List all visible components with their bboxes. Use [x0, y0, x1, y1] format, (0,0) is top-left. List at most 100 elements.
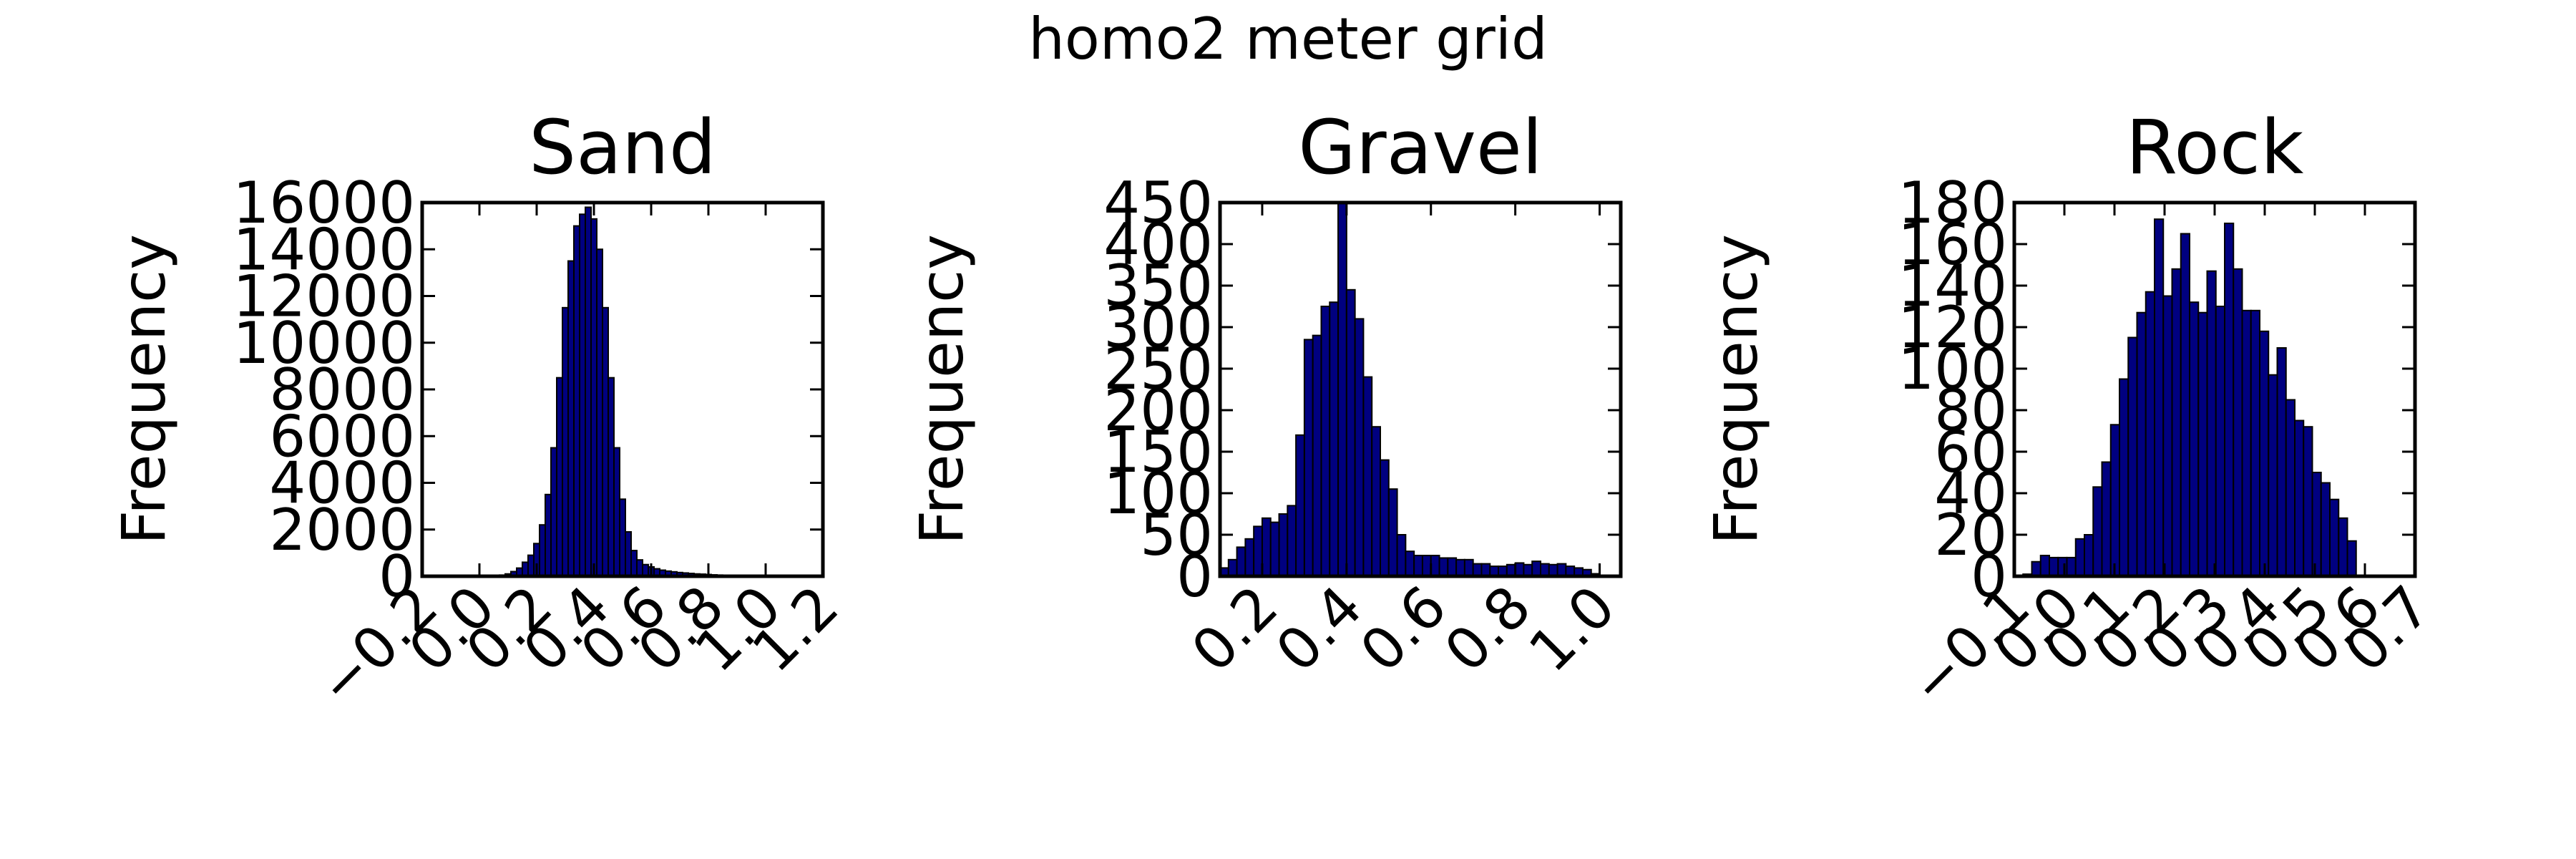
- chart-0-ytick-label: 16000: [233, 170, 416, 236]
- chart-0-bar: [596, 248, 603, 577]
- chart-2-bar: [2241, 309, 2252, 577]
- chart-0-bar: [625, 531, 632, 578]
- chart-2-bar: [2311, 472, 2322, 577]
- chart-2-ytick-label: 80: [1934, 377, 2007, 444]
- chart-2-bar: [2162, 295, 2173, 577]
- chart-1-bar: [1287, 505, 1297, 578]
- chart-1-ytick-label: 250: [1103, 336, 1213, 402]
- chart-1-bar: [1387, 488, 1398, 578]
- chart-2-bar: [2119, 378, 2129, 577]
- chart-0-bar: [630, 550, 638, 577]
- chart-1-bar: [1463, 558, 1474, 577]
- chart-1-axes-frame: [1218, 200, 1623, 578]
- chart-0-ylabel: Frequency: [109, 234, 179, 545]
- chart-1-bar: [1261, 517, 1272, 577]
- chart-2-bar: [2154, 218, 2165, 577]
- chart-2-bar: [2294, 419, 2305, 577]
- chart-0-ytick-label: 8000: [269, 356, 415, 423]
- chart-2-axes-frame: [2012, 200, 2417, 578]
- chart-1-bar: [1413, 555, 1423, 577]
- chart-1-bar: [1540, 563, 1550, 577]
- chart-2-bar: [2074, 538, 2085, 577]
- chart-2-title: Rock: [2126, 104, 2304, 191]
- chart-0-bar: [567, 260, 575, 577]
- chart-1-bar: [1556, 563, 1567, 577]
- chart-1-ytick-label: 50: [1140, 502, 1213, 568]
- chart-1-bar: [1329, 301, 1340, 577]
- chart-1-title: Gravel: [1298, 104, 1543, 191]
- chart-1-bar: [1380, 459, 1390, 577]
- chart-2-bar: [2346, 540, 2357, 578]
- chart-1-ytick-label: 300: [1103, 294, 1213, 361]
- chart-2-bar: [2224, 223, 2235, 577]
- chart-2-bar: [2259, 330, 2270, 577]
- chart-0-bar: [545, 493, 552, 577]
- chart-1-bar: [1253, 525, 1263, 578]
- chart-1-bars: [1219, 202, 1601, 578]
- chart-0-bar: [585, 206, 592, 577]
- chart-2-bar: [2320, 482, 2331, 577]
- chart-1-bar: [1455, 558, 1465, 577]
- chart-1-ytick-label: 350: [1103, 253, 1213, 319]
- chart-0-bar: [539, 524, 546, 577]
- chart-0-bar: [613, 447, 620, 577]
- chart-2-bar: [2268, 374, 2278, 577]
- chart-2-bar: [2329, 498, 2340, 578]
- chart-1-bar: [1447, 557, 1458, 577]
- chart-1-bar: [1320, 306, 1331, 577]
- chart-2-bar: [2031, 560, 2041, 578]
- chart-1-bar: [1531, 560, 1541, 577]
- chart-2-ytick-label: 160: [1898, 211, 2007, 278]
- chart-0-bar: [527, 554, 535, 578]
- chart-0-title: Sand: [529, 104, 716, 191]
- chart-2-bar: [2145, 291, 2155, 577]
- chart-1-bar: [1244, 538, 1255, 577]
- chart-2-bar: [2338, 517, 2348, 577]
- chart-0-bar: [556, 377, 563, 577]
- chart-2-bar: [2285, 399, 2296, 577]
- chart-2-ytick-label: 100: [1898, 336, 2007, 402]
- chart-1-bar: [1269, 521, 1280, 577]
- chart-0-bar: [636, 559, 643, 577]
- chart-1-bar: [1421, 555, 1432, 577]
- chart-0-ytick-label: 14000: [233, 216, 416, 283]
- chart-0-bar: [579, 213, 586, 577]
- chart-2-ytick-label: 20: [1934, 502, 2007, 568]
- chart-0-bar: [522, 561, 529, 577]
- chart-2-bar: [2057, 556, 2068, 578]
- chart-2-bar: [2171, 268, 2182, 577]
- chart-2-bar: [2136, 311, 2147, 577]
- chart-0-bar: [562, 306, 569, 577]
- chart-2-ytick-label: 40: [1934, 460, 2007, 527]
- chart-1-bar: [1295, 434, 1305, 577]
- chart-1-bar: [1303, 339, 1314, 577]
- chart-2-bar: [2109, 424, 2120, 577]
- chart-0-bar: [602, 306, 609, 577]
- chart-1-bar: [1227, 558, 1238, 577]
- chart-2-bar: [2049, 556, 2059, 578]
- chart-0-ytick-label: 2000: [269, 497, 415, 563]
- chart-2-ytick-label: 120: [1898, 294, 2007, 361]
- chart-1-bar: [1371, 426, 1382, 578]
- chart-1-bar: [1312, 334, 1322, 577]
- chart-1-ytick-label: 100: [1103, 460, 1213, 527]
- chart-1-bar: [1472, 563, 1483, 577]
- chart-2-bar: [2084, 534, 2094, 577]
- chart-1-ytick-label: 400: [1103, 211, 1213, 278]
- chart-2-bar: [2250, 309, 2260, 577]
- chart-2-bar: [2197, 311, 2208, 577]
- chart-1-bar: [1236, 546, 1246, 578]
- chart-0-ytick-label: 6000: [269, 403, 415, 470]
- chart-1-ytick-label: 200: [1103, 377, 1213, 444]
- chart-1-bar: [1278, 513, 1289, 577]
- chart-1-bar: [1430, 555, 1440, 577]
- chart-2-bar: [2276, 347, 2287, 577]
- chart-2-bar: [2101, 461, 2112, 577]
- chart-1-ylabel: Frequency: [907, 234, 977, 545]
- chart-1-ytick-label: 150: [1103, 419, 1213, 485]
- chart-2-bar: [2189, 301, 2200, 577]
- chart-2-bar: [2303, 426, 2313, 578]
- chart-2-bar: [2180, 233, 2190, 577]
- chart-1-bar: [1337, 202, 1347, 577]
